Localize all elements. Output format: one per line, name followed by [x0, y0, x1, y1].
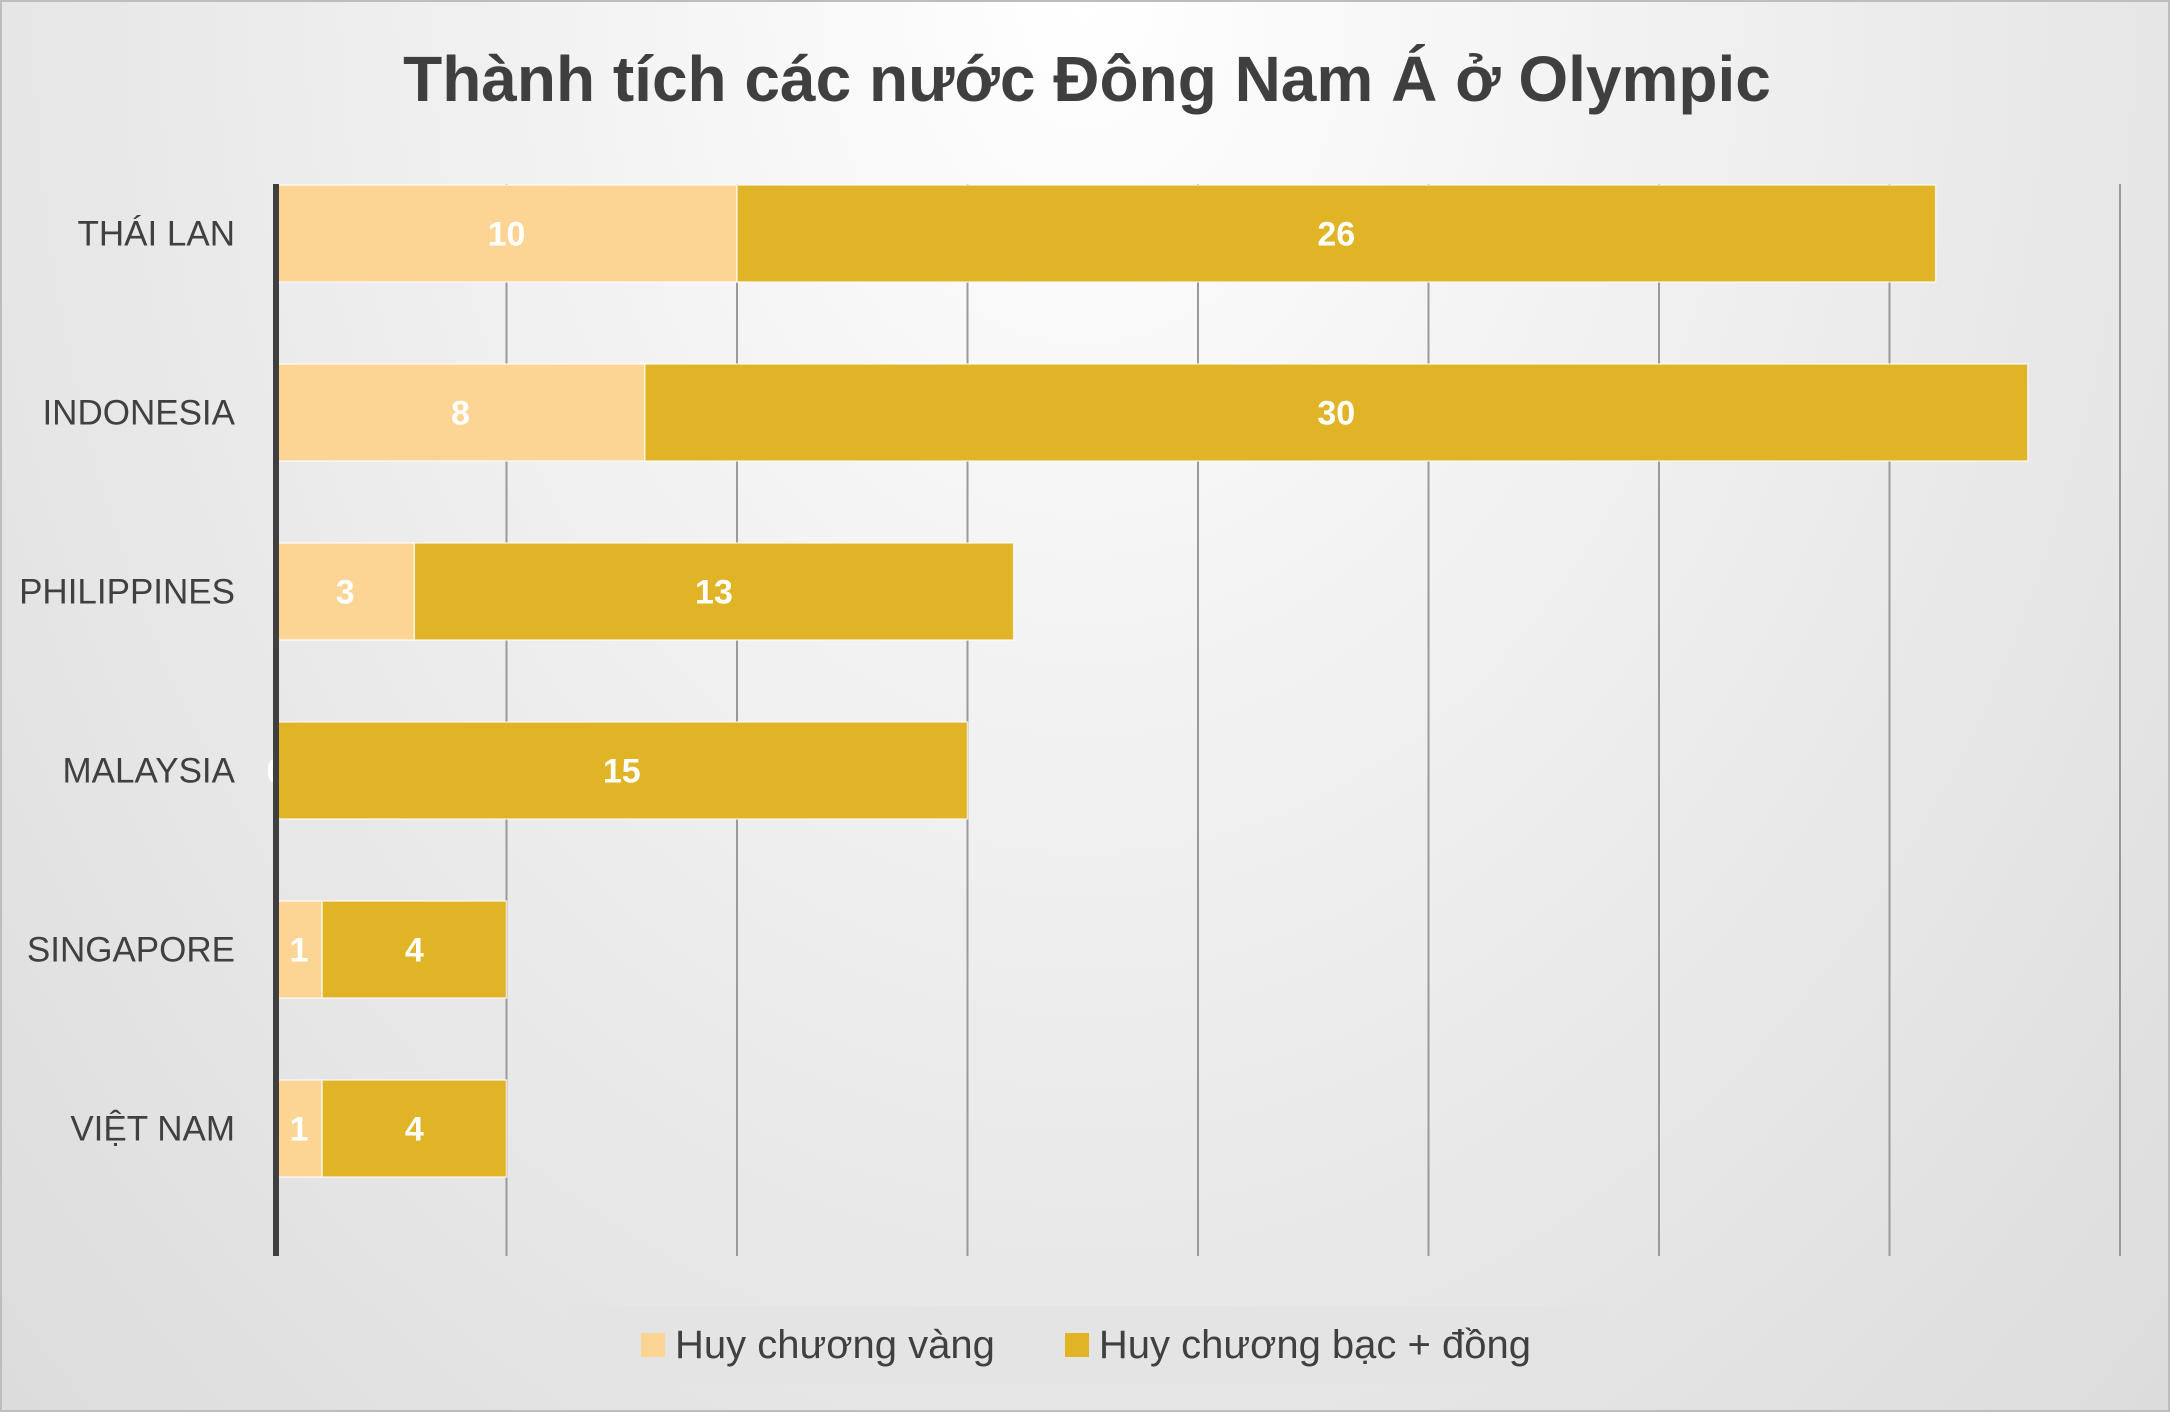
legend-label-gold: Huy chương vàng — [674, 1322, 995, 1367]
data-label-gold-5: 1 — [290, 1111, 309, 1149]
bar-silver-bronze-5 — [321, 1079, 508, 1178]
legend: Huy chương vàng Huy chương bạc + đồng — [566, 1306, 1606, 1384]
bar-silver-bronze-0 — [736, 184, 1937, 283]
data-label-silver-bronze-3: 15 — [603, 753, 641, 791]
data-label-silver-bronze-0: 26 — [1317, 216, 1355, 254]
data-label-silver-bronze-5: 4 — [405, 1111, 424, 1149]
legend-item-silver-bronze: Huy chương bạc + đồng — [1064, 1322, 1531, 1368]
bar-gold-0 — [275, 184, 738, 283]
bar-gold-5 — [275, 1079, 323, 1178]
category-label-0: THÁI LAN — [77, 215, 235, 254]
bar-gold-2 — [275, 542, 416, 641]
data-label-gold-4: 1 — [290, 932, 309, 970]
chart-title: Thành tích các nước Đông Nam Á ở Olympic — [403, 43, 1771, 115]
data-label-gold-0: 10 — [488, 216, 526, 254]
category-label-5: VIỆT NAM — [70, 1110, 235, 1149]
bar-silver-bronze-4 — [321, 900, 508, 999]
bar-silver-bronze-3 — [275, 721, 969, 820]
category-label-2: PHILIPPINES — [19, 573, 235, 612]
category-label-4: SINGAPORE — [27, 931, 235, 970]
bar-silver-bronze-2 — [413, 542, 1015, 641]
legend-swatch-gold — [640, 1333, 665, 1357]
data-label-silver-bronze-4: 4 — [405, 932, 424, 970]
data-label-silver-bronze-2: 13 — [695, 574, 733, 612]
legend-item-gold: Huy chương vàng — [640, 1322, 995, 1368]
legend-swatch-silver-bronze — [1064, 1333, 1089, 1357]
data-label-silver-bronze-1: 30 — [1317, 395, 1355, 433]
bar-gold-4 — [275, 900, 323, 999]
data-label-gold-1: 8 — [451, 395, 470, 433]
legend-label-silver-bronze: Huy chương bạc + đồng — [1098, 1322, 1531, 1367]
bar-silver-bronze-1 — [644, 363, 2029, 462]
data-label-gold-2: 3 — [336, 574, 355, 612]
category-label-3: MALAYSIA — [63, 752, 236, 791]
category-label-1: INDONESIA — [42, 394, 235, 433]
